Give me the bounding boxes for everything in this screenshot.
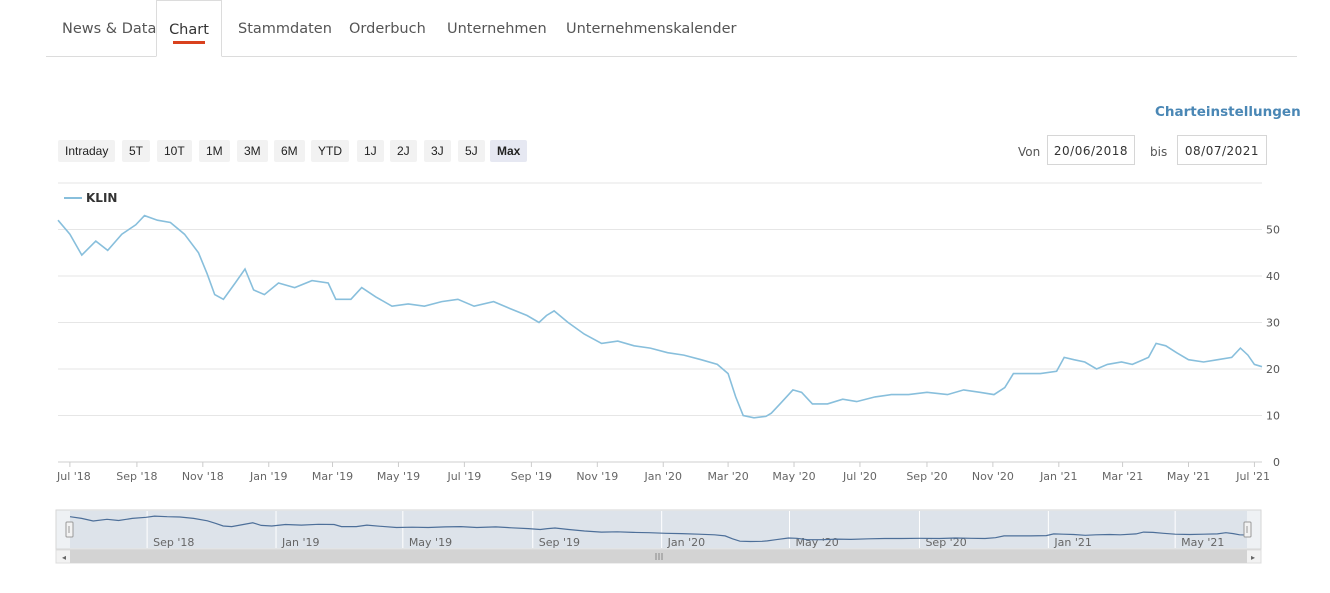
chart-grid — [58, 182, 1262, 463]
x-tick-label: Jan '21 — [1039, 470, 1077, 483]
x-tick-label: May '19 — [377, 470, 420, 483]
navigator-right-handle[interactable] — [1243, 521, 1252, 538]
x-tick-label: Nov '18 — [182, 470, 224, 483]
navigator-left-handle[interactable] — [65, 521, 74, 538]
y-axis: 0 10 20 30 40 50 — [1266, 224, 1280, 470]
range-2j-button[interactable]: 2J — [390, 140, 417, 162]
tab-orderbuch[interactable]: Orderbuch — [349, 21, 426, 37]
navigator[interactable]: Sep '18 Jan '19 May '19 Sep '19 Jan '20 May '… — [55, 509, 1262, 550]
chart-settings-link[interactable]: Charteinstellungen — [1155, 104, 1301, 120]
y-tick-label: 30 — [1266, 317, 1280, 330]
x-tick-label: May '21 — [1167, 470, 1210, 483]
y-tick-label: 50 — [1266, 224, 1280, 237]
x-tick-label: Mar '19 — [312, 470, 353, 483]
x-tick-label: Jul '18 — [56, 470, 91, 483]
navigator-tick-label: May '19 — [409, 536, 452, 549]
x-axis: Jul '18 Sep '18 Nov '18 Jan '19 Mar '19 May '… — [56, 462, 1270, 483]
x-tick-label: Nov '19 — [576, 470, 618, 483]
navigator-tick-label: Sep '19 — [539, 536, 580, 549]
x-tick-label: Mar '20 — [707, 470, 748, 483]
navigator-tick-label: Jan '20 — [667, 536, 705, 549]
x-tick-label: Sep '20 — [906, 470, 947, 483]
range-max-button[interactable]: Max — [490, 140, 528, 162]
x-tick-label: Jul '20 — [842, 470, 877, 483]
range-5t-button[interactable]: 5T — [122, 140, 151, 162]
chart-legend[interactable]: KLIN — [64, 191, 117, 205]
x-tick-label: Nov '20 — [972, 470, 1014, 483]
y-tick-label: 10 — [1266, 410, 1280, 423]
x-tick-label: Jan '20 — [644, 470, 682, 483]
scrollbar-grip-icon — [655, 553, 663, 560]
navigator-scrollbar[interactable]: ◂ ▸ — [55, 549, 1262, 564]
to-date-input[interactable]: 08/07/2021 — [1177, 135, 1267, 165]
navigator-line — [69, 515, 1248, 543]
y-tick-label: 20 — [1266, 363, 1280, 376]
navigator-tick-label: Jan '21 — [1053, 536, 1091, 549]
navigator-tick-label: Sep '18 — [153, 536, 194, 549]
tab-unternehmen[interactable]: Unternehmen — [447, 21, 547, 37]
range-ytd-button[interactable]: YTD — [311, 140, 349, 162]
x-tick-label: May '20 — [772, 470, 815, 483]
navigator-tick-label: May '20 — [796, 536, 839, 549]
legend-label: KLIN — [86, 191, 117, 205]
range-3j-button[interactable]: 3J — [424, 140, 451, 162]
active-tab-underline — [173, 41, 205, 44]
range-3m-button[interactable]: 3M — [237, 140, 268, 162]
tab-news-data[interactable]: News & Data — [62, 21, 157, 37]
x-tick-label: Sep '18 — [116, 470, 157, 483]
scroll-left-arrow-icon[interactable]: ◂ — [62, 553, 66, 562]
from-date-input[interactable]: 20/06/2018 — [1047, 135, 1135, 165]
x-tick-label: Jul '19 — [446, 470, 481, 483]
range-intraday-button[interactable]: Intraday — [58, 140, 116, 162]
x-tick-label: Mar '21 — [1102, 470, 1143, 483]
x-tick-label: Sep '19 — [511, 470, 552, 483]
scroll-right-arrow-icon[interactable]: ▸ — [1251, 553, 1255, 562]
tab-unternehmenskalender[interactable]: Unternehmenskalender — [566, 21, 737, 37]
navigator-ticks: Sep '18 Jan '19 May '19 Sep '19 Jan '20 May '… — [146, 511, 1224, 549]
range-6m-button[interactable]: 6M — [274, 140, 305, 162]
to-label: bis — [1150, 145, 1168, 159]
tab-stammdaten[interactable]: Stammdaten — [238, 21, 332, 37]
klin-price-line — [57, 214, 1263, 419]
navigator-tick-label: Sep '20 — [925, 536, 966, 549]
navigator-tick-label: May '21 — [1181, 536, 1224, 549]
range-5j-button[interactable]: 5J — [458, 140, 485, 162]
tab-chart-label: Chart — [169, 22, 209, 38]
tab-bar: News & Data Chart Stammdaten Orderbuch U… — [46, 0, 1297, 57]
y-tick-label: 0 — [1273, 456, 1280, 469]
navigator-tick-label: Jan '19 — [281, 536, 319, 549]
y-tick-label: 40 — [1266, 270, 1280, 283]
tab-chart[interactable]: Chart — [156, 0, 222, 57]
x-tick-label: Jan '19 — [249, 470, 287, 483]
range-10t-button[interactable]: 10T — [157, 140, 192, 162]
x-tick-label: Jul '21 — [1235, 470, 1270, 483]
range-1j-button[interactable]: 1J — [357, 140, 384, 162]
navigator-mask — [70, 511, 1247, 548]
from-label: Von — [1018, 145, 1041, 159]
range-1m-button[interactable]: 1M — [199, 140, 230, 162]
